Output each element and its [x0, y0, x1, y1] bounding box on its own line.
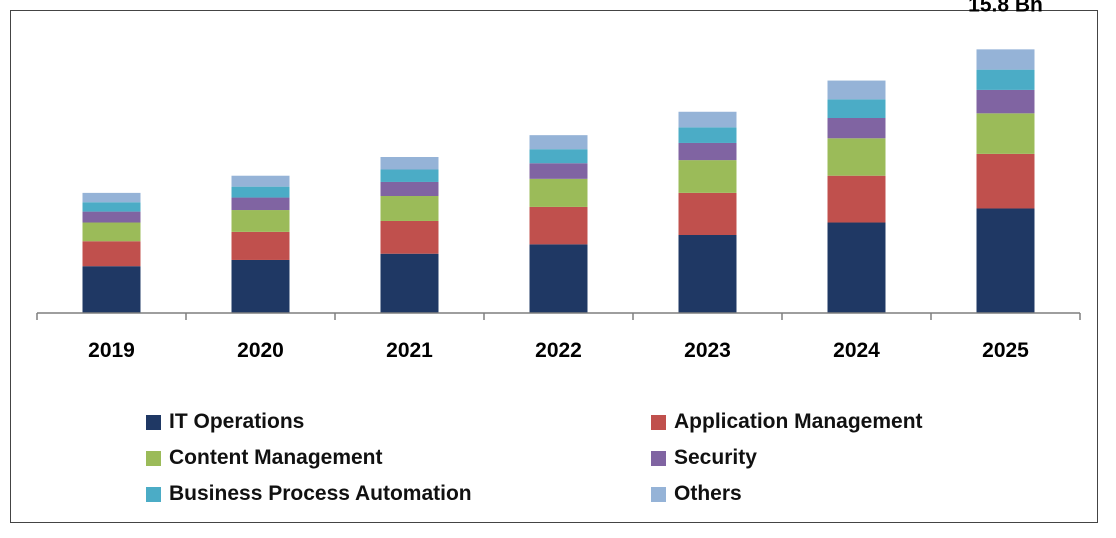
bar-segment: [82, 266, 141, 313]
x-tick-label: 2020: [237, 339, 284, 362]
bar-segment: [231, 259, 290, 313]
bar-segment: [976, 113, 1035, 154]
bar-segment: [380, 253, 439, 313]
bar-segment: [82, 241, 141, 267]
bar-segment: [678, 111, 737, 128]
bar-segment: [827, 175, 886, 223]
bar-segment: [82, 202, 141, 212]
bar-segment: [976, 49, 1035, 70]
bar-segment: [380, 181, 439, 196]
x-tick-label: 2024: [833, 339, 880, 362]
bar-segment: [380, 169, 439, 182]
bar-segment: [231, 210, 290, 232]
bar-segment: [678, 235, 737, 313]
bar-segment: [529, 244, 588, 313]
bar-segment: [82, 211, 141, 223]
bar-segment: [529, 178, 588, 207]
bar-segment: [380, 196, 439, 221]
bar-segment: [82, 222, 141, 242]
bar-segment: [82, 192, 141, 203]
total-data-label: 15.8 Bn: [968, 0, 1043, 16]
bar-segment: [678, 192, 737, 235]
bar-segment: [976, 69, 1035, 90]
bar-segment: [529, 163, 588, 179]
bar-segment: [231, 186, 290, 198]
bar-segment: [678, 160, 737, 193]
x-tick-label: 2023: [684, 339, 731, 362]
x-axis-ticks: [36, 313, 1081, 320]
bar-segment: [827, 222, 886, 313]
bar-segment: [231, 175, 290, 187]
bar-segment: [529, 149, 588, 164]
bar-segment: [231, 197, 290, 211]
bar-segment: [380, 157, 439, 170]
bar-segment: [976, 89, 1035, 114]
bar-segment: [678, 142, 737, 161]
bar-segment: [827, 99, 886, 118]
x-tick-label: 2022: [535, 339, 582, 362]
annotations-group: 15.8 Bn: [968, 0, 1043, 16]
bar-segment: [678, 127, 737, 143]
x-axis-tick-labels: 2019 2020 2021 2022 2023 2024 2025: [88, 339, 1029, 362]
x-tick-label: 2021: [386, 339, 433, 362]
bar-segment: [827, 138, 886, 176]
bar-segment: [380, 220, 439, 254]
x-tick-label: 2019: [88, 339, 135, 362]
x-tick-label: 2025: [982, 339, 1029, 362]
bars-group: [82, 49, 1035, 313]
bar-segment: [529, 135, 588, 150]
bar-segment: [827, 118, 886, 139]
bar-segment: [827, 80, 886, 100]
bar-segment: [231, 231, 290, 260]
bar-segment: [529, 206, 588, 245]
bar-segment: [976, 208, 1035, 313]
bar-segment: [976, 153, 1035, 209]
